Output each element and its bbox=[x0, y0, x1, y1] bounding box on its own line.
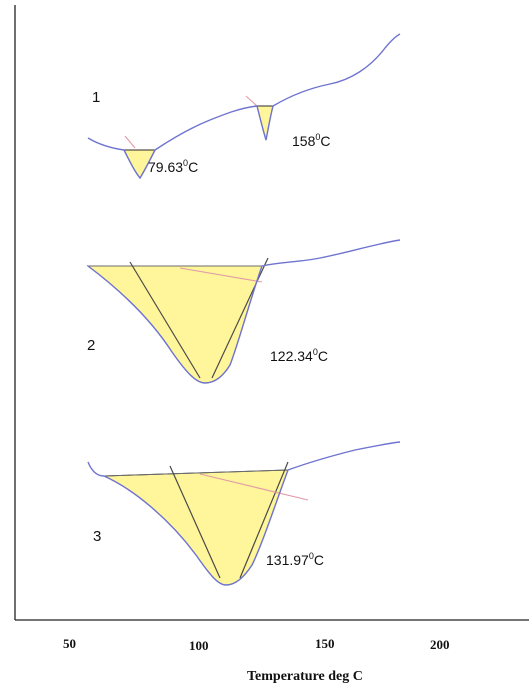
curve-2 bbox=[86, 239, 401, 384]
curve-1-peak-1-tangent bbox=[124, 135, 136, 149]
curve-3-right-tangent bbox=[239, 461, 289, 579]
x-tick-label-150: 150 bbox=[315, 636, 335, 651]
x-tick-label-50: 50 bbox=[63, 636, 76, 651]
curve-2-peak-area bbox=[86, 265, 263, 384]
curve-3-baseline bbox=[103, 469, 289, 477]
curve-2-line bbox=[87, 239, 401, 384]
curve-1-label: 1 bbox=[92, 89, 100, 106]
curve-3-pink-tangent bbox=[199, 473, 309, 501]
curve-2-label: 2 bbox=[87, 337, 95, 354]
curve-1 bbox=[87, 33, 401, 180]
curve-3-label: 3 bbox=[93, 528, 101, 545]
peak-label-79: 79.630C bbox=[148, 158, 198, 175]
curve-2-left-tangent bbox=[129, 261, 201, 379]
curve-2-right-tangent bbox=[211, 257, 269, 379]
curve-3-line bbox=[87, 441, 401, 586]
x-tick-label-200: 200 bbox=[430, 637, 450, 652]
curve-2-pink-tangent bbox=[179, 267, 263, 283]
x-axis-title: Temperature deg C bbox=[247, 669, 363, 684]
curve-1-line bbox=[87, 33, 401, 180]
peak-label-131: 131.970C bbox=[266, 551, 324, 568]
curve-1-peak-2-tangent bbox=[245, 95, 258, 107]
curve-3-left-tangent bbox=[169, 465, 221, 579]
x-tick-label-100: 100 bbox=[189, 638, 209, 653]
curve-3 bbox=[87, 441, 401, 586]
peak-label-122: 122.340C bbox=[270, 347, 328, 364]
peak-label-158: 1580C bbox=[292, 132, 331, 149]
